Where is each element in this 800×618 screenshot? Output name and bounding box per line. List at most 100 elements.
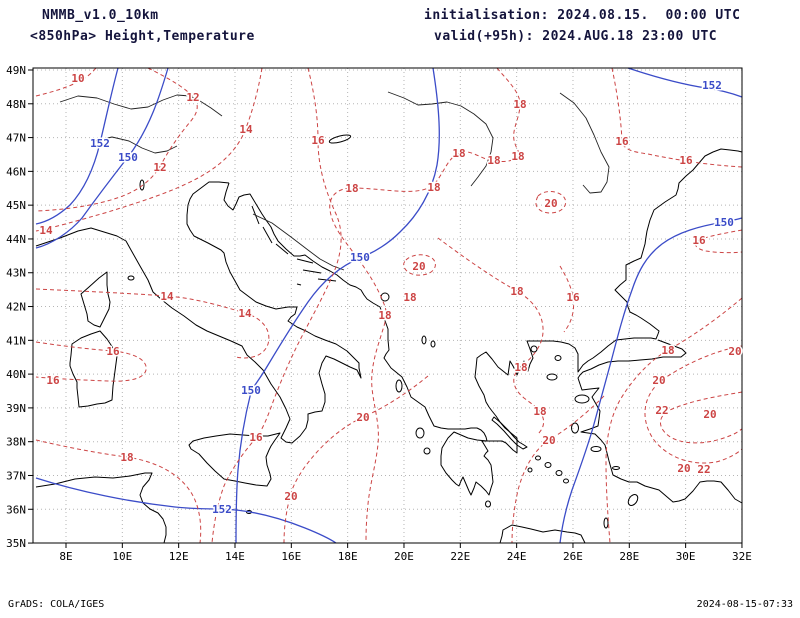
coastline-path <box>491 416 528 450</box>
grads-credit: GrADS: COLA/IGES <box>8 599 105 610</box>
lon-axis-label: 28E <box>619 550 639 563</box>
island-outline <box>527 467 533 473</box>
island-outline <box>328 134 352 144</box>
field-name: <850hPa> Height,Temperature <box>30 29 255 44</box>
temperature-contour-label: 10 <box>71 72 84 85</box>
coastline-path <box>440 431 494 496</box>
coastline-path <box>296 283 302 286</box>
coastline-path <box>188 432 281 487</box>
island-outline <box>127 275 135 281</box>
temperature-contour-label: 20 <box>542 434 555 447</box>
temperature-contour-label: 18 <box>533 405 546 418</box>
temperature-contour <box>35 341 147 382</box>
temperature-contour-label: 12 <box>153 161 166 174</box>
map-frame <box>32 67 743 544</box>
island-outline <box>571 422 579 434</box>
coastline-path <box>80 271 111 328</box>
temperature-contour <box>35 67 97 97</box>
lat-axis-label: 37N <box>6 469 26 482</box>
island-outline <box>627 494 639 506</box>
coastline-path <box>275 243 289 255</box>
temperature-contour <box>35 67 198 212</box>
coastline-path <box>35 181 362 444</box>
coastline-path <box>69 330 118 408</box>
lon-axis-label: 16E <box>281 550 301 563</box>
temperature-contour-label: 22 <box>655 404 668 417</box>
height-contour-label: 150 <box>241 384 261 397</box>
lat-axis-label: 42N <box>6 301 26 314</box>
island-outline <box>485 500 491 508</box>
lat-axis-label: 46N <box>6 165 26 178</box>
lon-axis-label: 12E <box>169 550 189 563</box>
island-outline <box>415 427 425 439</box>
temperature-contour <box>644 345 743 464</box>
temperature-contour-label: 18 <box>514 361 527 374</box>
lat-axis-label: 41N <box>6 334 26 347</box>
temperature-contour <box>35 67 263 232</box>
coastline-path <box>296 258 314 264</box>
temperature-contour <box>605 297 743 544</box>
temperature-contour-label: 20 <box>284 490 297 503</box>
temperature-contour-label: 18 <box>510 285 523 298</box>
init-time: initialisation: 2024.08.15. 00:00 UTC <box>424 8 741 23</box>
lon-axis-label: 32E <box>732 550 752 563</box>
lat-axis-label: 49N <box>6 64 26 77</box>
height-contour <box>627 67 743 98</box>
temperature-contour <box>35 288 270 359</box>
coastline-path <box>262 226 273 244</box>
lon-axis-label: 10E <box>112 550 132 563</box>
island-outline <box>395 379 403 393</box>
lon-axis-label: 18E <box>338 550 358 563</box>
model-name: NMMB_v1.0_10km <box>42 8 159 23</box>
height-contour-label: 152 <box>702 79 722 92</box>
island-outline <box>563 478 569 484</box>
temperature-contour-label: 12 <box>186 91 199 104</box>
height-contour <box>35 67 119 225</box>
coastline-path <box>577 339 743 504</box>
lat-axis-label: 45N <box>6 199 26 212</box>
island-outline <box>544 462 552 468</box>
island-outline <box>546 373 558 381</box>
temperature-contour-label: 18 <box>511 150 524 163</box>
temperature-contour-label: 14 <box>238 307 252 320</box>
island-outline <box>535 455 541 461</box>
temperature-contour-label: 20 <box>728 345 741 358</box>
lat-axis-label: 47N <box>6 132 26 145</box>
lon-axis-label: 20E <box>394 550 414 563</box>
island-outline <box>590 446 602 452</box>
temperature-contour-label: 16 <box>46 374 60 387</box>
lon-axis-label: 30E <box>676 550 696 563</box>
island-outline <box>430 340 436 348</box>
temperature-contour-label: 18 <box>513 98 526 111</box>
island-outline <box>380 292 390 302</box>
lat-axis-label: 40N <box>6 368 26 381</box>
border-path <box>559 92 610 194</box>
temperature-contour-label: 16 <box>311 134 325 147</box>
temperature-contour-label: 18 <box>403 291 416 304</box>
lon-axis-label: 26E <box>563 550 583 563</box>
lon-axis-label: 22E <box>450 550 470 563</box>
temperature-contour <box>35 439 202 544</box>
temperature-contour-label: 16 <box>692 234 706 247</box>
coastline-path <box>35 472 167 544</box>
temperature-contour-label: 14 <box>160 290 174 303</box>
temperature-contour-label: 18 <box>378 309 391 322</box>
height-contour-label: 152 <box>212 503 232 516</box>
lat-axis-label: 39N <box>6 402 26 415</box>
lon-axis-label: 8E <box>59 550 72 563</box>
temperature-contour-label: 18 <box>427 181 440 194</box>
temperature-contour-label: 16 <box>249 431 263 444</box>
temperature-contour-label: 18 <box>661 344 674 357</box>
lat-axis-label: 38N <box>6 436 26 449</box>
temperature-contour <box>511 395 605 544</box>
temperature-contour-label: 16 <box>679 154 693 167</box>
temperature-contour-label: 20 <box>356 411 369 424</box>
lat-axis-label: 44N <box>6 233 26 246</box>
coastline-path <box>302 269 322 274</box>
temperature-contour-label: 16 <box>106 345 120 358</box>
height-contour <box>35 67 169 249</box>
coastline-path <box>499 524 586 544</box>
height-contour <box>35 477 337 544</box>
border-path <box>94 136 178 154</box>
